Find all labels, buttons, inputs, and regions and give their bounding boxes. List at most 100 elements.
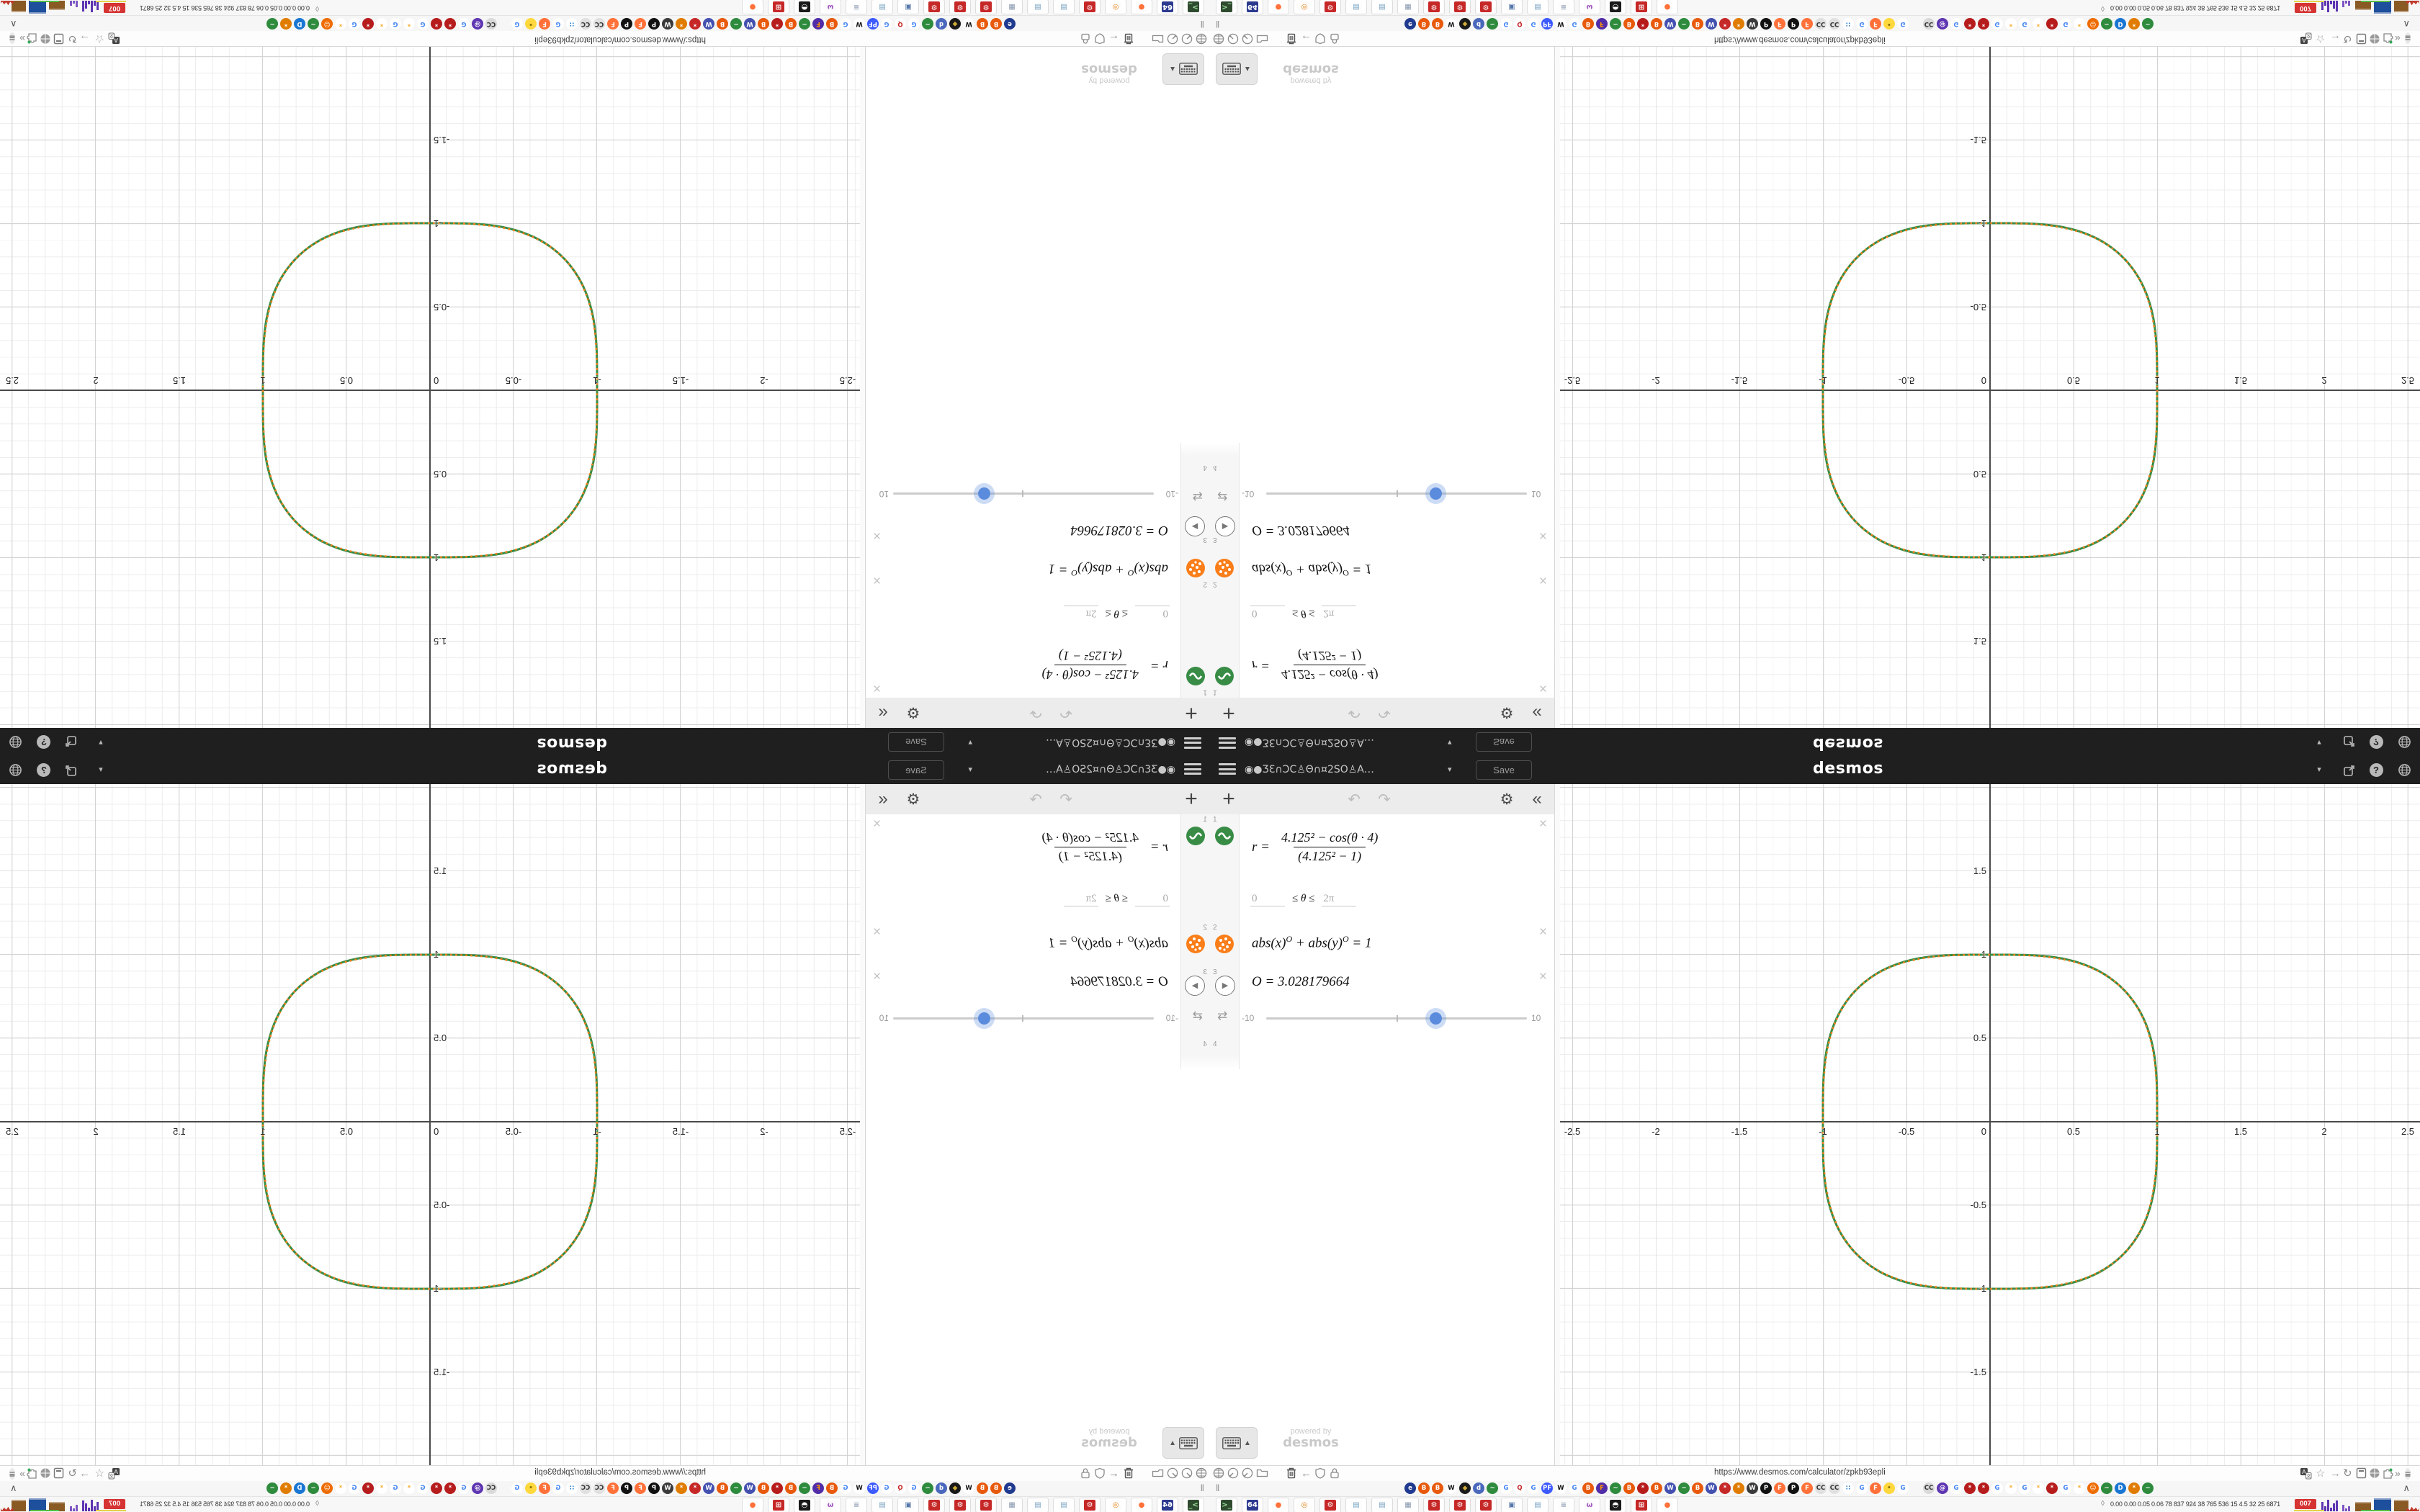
tab-favicon[interactable]: ~ xyxy=(1487,18,1498,30)
taskbar-launcher[interactable]: ▦ xyxy=(1001,0,1023,14)
expression-gutter[interactable]: 2 xyxy=(1210,922,1240,967)
tab-favicon[interactable]: W xyxy=(1664,18,1676,30)
tab-favicon[interactable]: B xyxy=(1623,1482,1635,1494)
tab-favicon[interactable]: F xyxy=(1801,1482,1813,1494)
add-expression-button[interactable]: + xyxy=(1222,701,1235,725)
tab-favicon[interactable]: F xyxy=(1801,18,1813,30)
taskbar-launcher[interactable]: ⚙ xyxy=(923,1498,945,1512)
globe-icon[interactable] xyxy=(1213,32,1224,45)
tab-favicon[interactable]: W xyxy=(1446,18,1457,30)
tab-favicon[interactable]: ◆ xyxy=(949,1482,961,1494)
trash-icon[interactable] xyxy=(1124,32,1134,45)
tab-favicon[interactable]: G xyxy=(1991,18,2003,30)
edit-list-gear-icon[interactable]: ⚙ xyxy=(1500,704,1514,721)
empty-expression-row[interactable]: 4 xyxy=(1210,1039,1554,1069)
tab-favicon[interactable]: G xyxy=(840,18,851,30)
taskbar-launcher[interactable]: ▤ xyxy=(1345,0,1367,14)
share-icon[interactable] xyxy=(2339,756,2360,784)
tab-favicon[interactable]: CC xyxy=(485,18,497,30)
puzzle-extension-icon[interactable] xyxy=(2382,32,2393,45)
tab-favicon[interactable]: CC xyxy=(580,1482,591,1494)
gauge-icon[interactable] xyxy=(1167,1467,1178,1480)
bookmark-star-icon[interactable]: ☆ xyxy=(94,32,104,45)
tab-favicon[interactable]: B xyxy=(758,1482,769,1494)
taskbar-launcher[interactable]: ⊞ xyxy=(768,1498,789,1512)
tab-favicon[interactable]: G xyxy=(1897,1482,1909,1494)
tab-overflow-chevron-icon[interactable]: ∧ xyxy=(10,1482,17,1493)
tab-favicon[interactable]: * xyxy=(1637,18,1649,30)
tab-favicon[interactable]: CC xyxy=(1815,18,1827,30)
back-arrow-icon[interactable]: ← xyxy=(1108,1467,1119,1480)
tab-favicon[interactable]: Q xyxy=(895,1482,906,1494)
tab-favicon[interactable]: e xyxy=(1404,18,1416,30)
tab-favicon[interactable]: D xyxy=(2115,18,2126,30)
taskbar-launcher[interactable]: ◓ xyxy=(794,0,815,14)
taskbar-launcher[interactable]: ▤ xyxy=(1027,0,1049,14)
tab-favicon[interactable]: G xyxy=(458,18,470,30)
tab-favicon[interactable]: ◆ xyxy=(949,18,961,30)
expression-row[interactable]: 1 r = 4.125² − cos(θ · 4) (4.125² − 1) 0… xyxy=(866,814,1210,923)
domain-min-field[interactable]: 0 xyxy=(1250,893,1285,906)
tab-favicon[interactable]: G xyxy=(552,1482,564,1494)
tab-favicon[interactable]: e xyxy=(1404,1482,1416,1494)
tab-favicon[interactable]: @ xyxy=(472,1482,483,1494)
expression-gutter[interactable]: 2 xyxy=(1210,545,1240,590)
tab-favicon[interactable]: G xyxy=(1500,1482,1512,1494)
tab-favicon[interactable]: * xyxy=(1637,1482,1649,1494)
slider-handle[interactable] xyxy=(978,1012,991,1025)
tab-favicon[interactable]: F xyxy=(539,18,550,30)
slider-handle[interactable] xyxy=(978,487,991,500)
graph-title[interactable]: ◉●ƷƐ∩ƆC♙Θ∩¤2SΟ♙A… xyxy=(1245,764,1374,775)
tab-favicon[interactable]: * xyxy=(689,18,701,30)
taskbar-launcher[interactable]: ▦ xyxy=(1397,0,1419,14)
back-arrow-icon[interactable]: ← xyxy=(1301,1467,1312,1480)
domain-min-field[interactable]: 0 xyxy=(1135,606,1170,619)
domain-min-field[interactable]: 0 xyxy=(1250,606,1285,619)
tab-favicon[interactable]: F xyxy=(635,1482,646,1494)
expression-gutter[interactable]: 2 xyxy=(1180,545,1210,590)
tab-favicon[interactable]: ~ xyxy=(730,18,742,30)
folder-icon[interactable] xyxy=(1256,32,1268,45)
tab-favicon[interactable]: B xyxy=(1418,18,1430,30)
tab-favicon[interactable]: ~ xyxy=(2101,1482,2112,1494)
tab-favicon[interactable]: ~ xyxy=(799,18,810,30)
bookmark-star-icon[interactable]: ☆ xyxy=(2316,32,2326,45)
expression-row[interactable]: 1 r = 4.125² − cos(θ · 4) (4.125² − 1) 0… xyxy=(866,589,1210,698)
title-caret-icon[interactable]: ▾ xyxy=(1448,765,1452,774)
bookmark-star-icon[interactable]: ☆ xyxy=(2316,1467,2326,1480)
tab-favicon[interactable]: * xyxy=(444,18,456,30)
tab-favicon[interactable]: G xyxy=(1897,18,1909,30)
gauge-icon[interactable] xyxy=(1227,1467,1239,1480)
tab-favicon[interactable]: ~ xyxy=(1610,1482,1621,1494)
save-button[interactable]: Save xyxy=(1476,732,1532,752)
hamburger-menu-icon[interactable] xyxy=(1219,736,1236,749)
globe-icon[interactable] xyxy=(40,32,51,45)
equation-polar[interactable]: r = 4.125² − cos(θ · 4) (4.125² − 1) xyxy=(1252,648,1379,682)
taskbar-launcher[interactable]: 64 xyxy=(1157,0,1178,14)
taskbar-launcher[interactable]: ⊞ xyxy=(768,0,789,14)
tab-favicon[interactable]: * xyxy=(1733,18,1744,30)
edit-list-gear-icon[interactable]: ⚙ xyxy=(906,791,920,808)
tab-favicon[interactable]: * xyxy=(2005,1482,2017,1494)
tab-favicon[interactable]: ~ xyxy=(308,18,319,30)
equation-polar[interactable]: r = 4.125² − cos(θ · 4) (4.125² − 1) xyxy=(1252,830,1379,863)
tab-favicon[interactable]: * xyxy=(335,18,346,30)
tab-favicon[interactable]: CC xyxy=(1923,18,1935,30)
forward-arrow-icon[interactable]: → xyxy=(79,32,90,45)
tab-favicon[interactable]: d xyxy=(1473,18,1484,30)
tab-favicon[interactable]: G xyxy=(1569,18,1580,30)
delete-expression-icon[interactable]: × xyxy=(1538,528,1547,543)
tab-favicon[interactable]: B xyxy=(826,1482,838,1494)
tab-favicon[interactable]: * xyxy=(2128,1482,2140,1494)
tab-favicon[interactable]: ∷ xyxy=(1842,1482,1854,1494)
tab-favicon[interactable]: ☺ xyxy=(2087,18,2099,30)
empty-expression-row[interactable]: 4 xyxy=(1210,443,1554,473)
tab-favicon[interactable]: * xyxy=(689,1482,701,1494)
equation-superellipse[interactable]: abs(x)O + abs(y)O = 1 xyxy=(1252,934,1372,951)
tab-favicon[interactable]: * xyxy=(2033,18,2044,30)
tab-favicon[interactable]: • xyxy=(1883,1482,1895,1494)
taskbar-launcher[interactable]: ▣ xyxy=(1501,1498,1523,1512)
tab-favicon[interactable]: e xyxy=(1004,1482,1016,1494)
globe-icon[interactable] xyxy=(2394,728,2414,756)
